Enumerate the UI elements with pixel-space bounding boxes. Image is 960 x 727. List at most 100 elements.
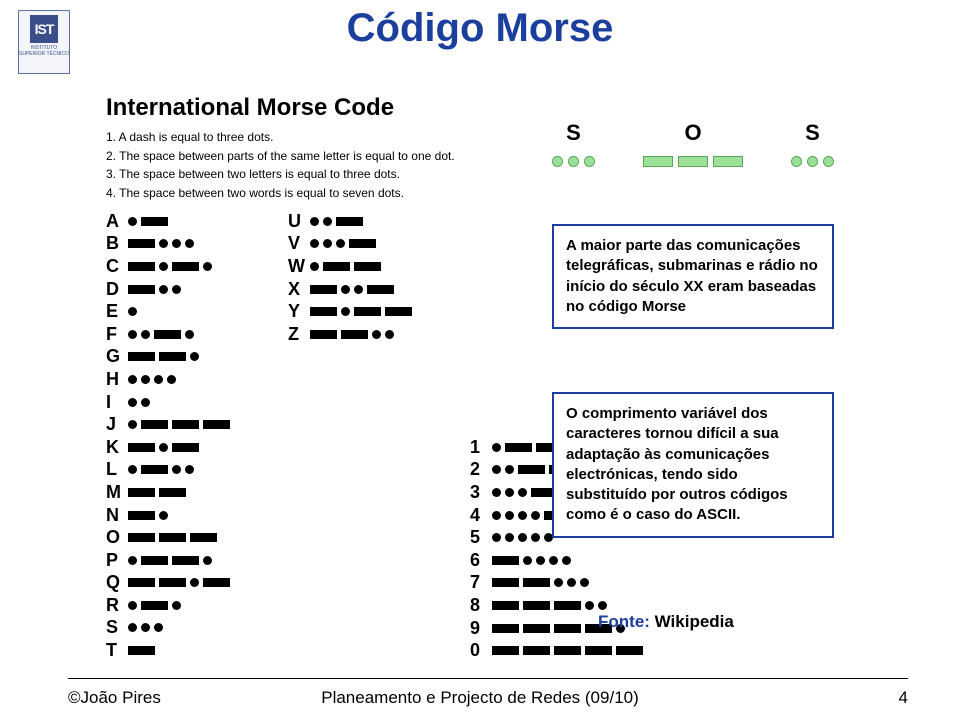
dot-icon (323, 217, 332, 226)
dot-icon (598, 601, 607, 610)
morse-sequence (310, 307, 412, 316)
morse-letter-label: 1 (470, 437, 492, 458)
dot-icon (172, 601, 181, 610)
dot-icon (531, 533, 540, 542)
footer-divider (68, 678, 908, 679)
dash-icon (523, 646, 550, 655)
dash-icon (523, 578, 550, 587)
morse-letter-label: N (106, 505, 128, 526)
dash-icon (190, 533, 217, 542)
morse-letter-label: Q (106, 572, 128, 593)
morse-sequence (492, 556, 571, 565)
dash-icon (492, 601, 519, 610)
morse-sequence (128, 375, 176, 384)
morse-sequence (128, 398, 150, 407)
footer-page-number: 4 (899, 688, 908, 708)
source-citation: Fonte: Wikipedia (598, 612, 734, 632)
dot-icon (185, 330, 194, 339)
morse-row: K (106, 436, 230, 459)
rules-list: 1. A dash is equal to three dots.2. The … (106, 128, 455, 202)
morse-row: M (106, 481, 230, 504)
rule-line: 1. A dash is equal to three dots. (106, 128, 455, 147)
dot-icon (584, 156, 595, 167)
morse-row: L (106, 459, 230, 482)
morse-row: U (288, 210, 412, 233)
morse-sequence (492, 533, 553, 542)
footer-course: Planeamento e Projecto de Redes (09/10) (0, 688, 960, 708)
dot-icon (823, 156, 834, 167)
dash-icon (128, 646, 155, 655)
dot-icon (518, 488, 527, 497)
dash-icon (159, 352, 186, 361)
dash-icon (172, 420, 199, 429)
sos-letter-group: S (552, 120, 595, 167)
dot-icon (310, 217, 319, 226)
dot-icon (172, 239, 181, 248)
dot-icon (159, 511, 168, 520)
morse-letter-label: B (106, 233, 128, 254)
dash-icon (616, 646, 643, 655)
dash-icon (492, 624, 519, 633)
dash-icon (505, 443, 532, 452)
morse-row: C (106, 255, 230, 278)
dot-icon (791, 156, 802, 167)
morse-sequence (128, 443, 199, 452)
morse-row: X (288, 278, 412, 301)
dot-icon (492, 488, 501, 497)
morse-letter-label: O (106, 527, 128, 548)
dot-icon (154, 623, 163, 632)
morse-sequence (128, 533, 217, 542)
dash-icon (367, 285, 394, 294)
morse-letter-label: H (106, 369, 128, 390)
dot-icon (336, 239, 345, 248)
dot-icon (141, 375, 150, 384)
dash-icon (492, 556, 519, 565)
dash-icon (141, 556, 168, 565)
dot-icon (128, 601, 137, 610)
dot-icon (172, 285, 181, 294)
morse-row: S (106, 617, 230, 640)
dash-icon (141, 465, 168, 474)
morse-row: A (106, 210, 230, 233)
dash-icon (172, 556, 199, 565)
morse-row: J (106, 413, 230, 436)
info-box-1: A maior parte das comunicações telegráfi… (552, 224, 834, 329)
dash-icon (172, 262, 199, 271)
dot-icon (172, 465, 181, 474)
dash-icon (554, 601, 581, 610)
morse-sequence (128, 488, 186, 497)
dot-icon (562, 556, 571, 565)
morse-sequence (128, 578, 230, 587)
dash-icon (492, 646, 519, 655)
dot-icon (554, 578, 563, 587)
morse-row: T (106, 639, 230, 662)
morse-sequence (128, 285, 181, 294)
dash-icon (554, 646, 581, 655)
morse-row: F (106, 323, 230, 346)
morse-sequence (128, 217, 168, 226)
dash-icon (341, 330, 368, 339)
dash-icon (141, 217, 168, 226)
rule-line: 2. The space between parts of the same l… (106, 147, 455, 166)
morse-row: 7 (470, 572, 643, 595)
dot-icon (518, 511, 527, 520)
morse-row: O (106, 526, 230, 549)
morse-letter-label: M (106, 482, 128, 503)
dash-icon (518, 465, 545, 474)
morse-letter-label: E (106, 301, 128, 322)
morse-letter-label: L (106, 459, 128, 480)
dot-icon (190, 578, 199, 587)
dot-icon (323, 239, 332, 248)
dash-icon (523, 624, 550, 633)
dash-icon (128, 488, 155, 497)
dot-icon (531, 511, 540, 520)
morse-sequence (310, 330, 394, 339)
morse-letter-label: K (106, 437, 128, 458)
morse-sequence (128, 420, 230, 429)
dash-icon (128, 285, 155, 294)
dot-icon (505, 465, 514, 474)
morse-letter-label: W (288, 256, 310, 277)
morse-letter-label: 3 (470, 482, 492, 503)
dash-icon (128, 533, 155, 542)
morse-letter-label: 8 (470, 595, 492, 616)
